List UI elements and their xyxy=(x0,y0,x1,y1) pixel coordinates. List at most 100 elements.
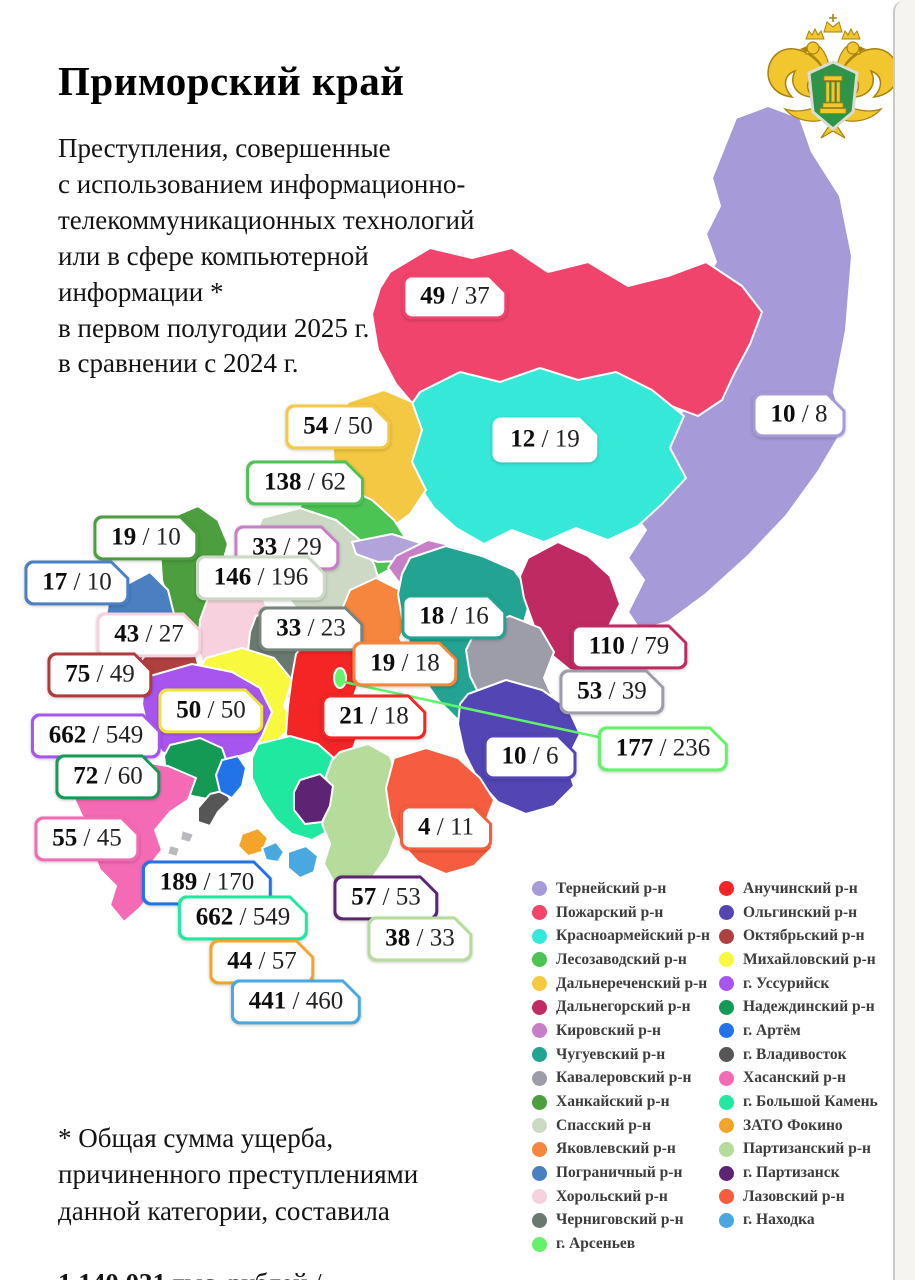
legend-swatch-icon xyxy=(719,928,734,944)
double-eagle-icon xyxy=(767,14,899,139)
legend-item: Пограничный р-н xyxy=(532,1161,719,1185)
legend-label: г. Большой Камень xyxy=(743,1093,878,1111)
legend-label: Дальнереченский р-н xyxy=(556,974,708,992)
legend-item: г. Партизанск xyxy=(719,1161,906,1185)
map-callout: 146 / 196 xyxy=(196,555,326,600)
legend-label: г. Владивосток xyxy=(743,1045,847,1063)
region-fokino xyxy=(237,827,269,857)
legend-item: Кавалеровский р-н xyxy=(532,1067,719,1091)
map-callout: 38 / 33 xyxy=(367,916,472,961)
legend-label: г. Уссурийск xyxy=(743,974,830,992)
legend-swatch-icon xyxy=(532,1212,547,1228)
legend-item: Ханкайский р-н xyxy=(532,1090,719,1114)
callout-previous-value: 549 xyxy=(105,721,144,749)
legend-column: Тернейский р-н Пожарский р-н Красноармейск… xyxy=(532,877,719,1256)
callout-current-value: 33 xyxy=(276,614,302,642)
map-legend: Тернейский р-н Пожарский р-н Красноармейск… xyxy=(532,877,906,1256)
legend-label: Тернейский р-н xyxy=(556,879,667,897)
callout-previous-value: 49 xyxy=(109,660,135,688)
legend-label: Лазовский р-н xyxy=(743,1187,845,1205)
legend-swatch-icon xyxy=(719,1189,734,1205)
callout-previous-value: 10 xyxy=(86,568,112,596)
legend-label: г. Находка xyxy=(743,1211,815,1229)
callout-current-value: 138 xyxy=(264,468,302,496)
legend-label: г. Артём xyxy=(743,1021,801,1039)
legend-swatch-icon xyxy=(719,1070,734,1086)
legend-label: Пожарский р-н xyxy=(556,903,664,921)
callout-current-value: 57 xyxy=(351,883,377,911)
legend-label: Пограничный р-н xyxy=(556,1164,683,1182)
region-nakhodka xyxy=(261,841,285,863)
islands xyxy=(179,829,195,844)
legend-swatch-icon xyxy=(532,1047,547,1063)
callout-current-value: 4 xyxy=(417,813,431,841)
callout-previous-value: 37 xyxy=(464,282,490,310)
legend-swatch-icon xyxy=(532,952,547,968)
callout-current-value: 43 xyxy=(114,620,140,648)
legend-item: Чугуевский р-н xyxy=(532,1043,719,1067)
legend-swatch-icon xyxy=(532,1070,547,1086)
legend-item: Лазовский р-н xyxy=(719,1185,906,1209)
legend-swatch-icon xyxy=(532,1165,547,1181)
map-callout: 662 / 549 xyxy=(178,895,308,940)
callout-current-value: 49 xyxy=(420,282,446,310)
callout-current-value: 55 xyxy=(52,824,78,852)
callout-previous-value: 10 xyxy=(155,523,181,551)
legend-label: Лесозаводский р-н xyxy=(556,950,687,968)
callout-previous-value: 170 xyxy=(216,868,255,896)
legend-swatch-icon xyxy=(719,999,734,1015)
region-nakhodka xyxy=(287,845,319,879)
callout-previous-value: 50 xyxy=(347,412,373,440)
legend-swatch-icon xyxy=(532,1189,547,1205)
legend-swatch-icon xyxy=(719,952,734,968)
map-callout: 53 / 39 xyxy=(559,669,664,714)
islands xyxy=(166,844,181,858)
legend-swatch-icon xyxy=(532,999,547,1015)
region-arsenyev xyxy=(333,667,347,689)
legend-column: Анучинский р-н Ольгинский р-н Октябрьский … xyxy=(719,877,906,1256)
legend-swatch-icon xyxy=(532,1141,547,1157)
map-callout: 177 / 236 xyxy=(598,726,728,771)
callout-current-value: 75 xyxy=(65,660,91,688)
legend-item: Партизанский р-н xyxy=(719,1138,906,1162)
legend-item: г. Владивосток xyxy=(719,1043,906,1067)
legend-item: г. Большой Камень xyxy=(719,1090,906,1114)
map-callout: 21 / 18 xyxy=(321,694,426,739)
callout-previous-value: 33 xyxy=(429,924,455,952)
legend-swatch-icon xyxy=(532,976,547,992)
map-callout: 54 / 50 xyxy=(285,404,390,449)
legend-label: Дальнегорский р-н xyxy=(556,998,691,1016)
callout-current-value: 12 xyxy=(510,425,536,453)
callout-previous-value: 18 xyxy=(383,702,409,730)
legend-item: Кировский р-н xyxy=(532,1019,719,1043)
legend-swatch-icon xyxy=(719,1165,734,1181)
callout-previous-value: 27 xyxy=(158,620,184,648)
region-artyom xyxy=(215,755,247,799)
callout-previous-value: 79 xyxy=(644,632,670,660)
map-callout: 19 / 10 xyxy=(93,515,198,560)
callout-previous-value: 53 xyxy=(395,883,421,911)
map-callout: 72 / 60 xyxy=(55,754,160,799)
legend-swatch-icon xyxy=(532,1094,547,1110)
legend-label: г. Партизанск xyxy=(743,1164,840,1182)
map-callout: 662 / 549 xyxy=(31,713,161,758)
footnote-total-current: 1 140 031 xyxy=(58,1268,166,1280)
legend-item: Хасанский р-н xyxy=(719,1067,906,1091)
legend-item: г. Находка xyxy=(719,1209,906,1233)
callout-current-value: 110 xyxy=(588,632,625,660)
callout-current-value: 10 xyxy=(770,400,796,428)
legend-label: Анучинский р-н xyxy=(743,879,858,897)
callout-previous-value: 57 xyxy=(271,947,297,975)
legend-item: Лесозаводский р-н xyxy=(532,948,719,972)
callout-previous-value: 6 xyxy=(545,742,559,770)
callout-previous-value: 19 xyxy=(554,425,580,453)
legend-label: Ольгинский р-н xyxy=(743,903,858,921)
callout-current-value: 19 xyxy=(111,523,137,551)
legend-swatch-icon xyxy=(719,1141,734,1157)
legend-label: Красноармейский р-н xyxy=(556,927,710,945)
legend-swatch-icon xyxy=(532,928,547,944)
legend-item: Хорольский р-н xyxy=(532,1185,719,1209)
callout-current-value: 54 xyxy=(303,412,329,440)
map-callout: 10 / 8 xyxy=(753,392,846,437)
